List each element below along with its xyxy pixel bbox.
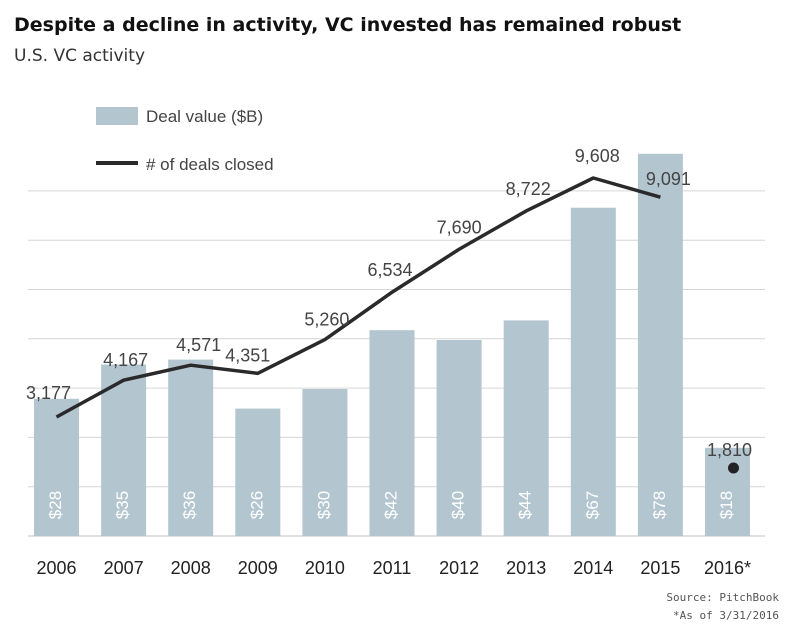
x-tick-label: 2012 xyxy=(439,558,479,578)
x-tick-label: 2010 xyxy=(305,558,345,578)
chart-subtitle: U.S. VC activity xyxy=(14,46,146,66)
bar-value-label: $35 xyxy=(113,491,132,519)
legend-bar-label: Deal value ($B) xyxy=(146,107,263,126)
deals-value-label: 4,571 xyxy=(176,335,221,355)
bar-value-label: $30 xyxy=(314,491,333,519)
deals-value-label: 4,167 xyxy=(103,350,148,370)
x-tick-label: 2013 xyxy=(506,558,546,578)
chart-title: Despite a decline in activity, VC invest… xyxy=(14,14,682,36)
deals-line xyxy=(55,176,661,419)
deals-value-label: 9,091 xyxy=(646,169,691,189)
x-tick-label: 2011 xyxy=(373,558,412,578)
bar xyxy=(503,320,549,536)
bar xyxy=(168,359,214,536)
x-tick-label: 2006 xyxy=(36,558,76,578)
deals-value-label: 7,690 xyxy=(437,217,482,237)
x-tick-label: 2007 xyxy=(104,558,144,578)
deals-value-label: 8,722 xyxy=(506,179,551,199)
x-tick-label: 2008 xyxy=(171,558,211,578)
x-tick-label: 2015 xyxy=(640,558,680,578)
bar xyxy=(436,340,482,536)
bar-value-label: $44 xyxy=(516,491,535,519)
bar-value-label: $78 xyxy=(650,491,669,519)
bar xyxy=(235,408,281,536)
bar-value-label: $18 xyxy=(717,491,736,519)
bar xyxy=(637,153,683,537)
legend-bar-swatch xyxy=(96,107,138,125)
bar xyxy=(34,398,79,536)
x-tick-label: 2014 xyxy=(573,558,613,578)
footnote: *As of 3/31/2016 xyxy=(673,609,779,622)
bar-value-label: $42 xyxy=(381,491,400,519)
bar xyxy=(705,447,750,536)
x-tick-label: 2009 xyxy=(238,558,278,578)
deals-value-label: 4,351 xyxy=(225,345,270,365)
deals-value-label: 5,260 xyxy=(304,310,349,330)
bar-value-label: $67 xyxy=(583,491,602,519)
deals-value-label: 9,608 xyxy=(575,146,620,166)
bar xyxy=(570,207,616,536)
deals-value-label: 6,534 xyxy=(367,260,412,280)
deals-value-label: 1,810 xyxy=(707,440,752,460)
source-note: Source: PitchBook xyxy=(666,591,779,604)
bar-value-label: $28 xyxy=(46,491,65,519)
x-tick-label: 2016* xyxy=(704,558,751,578)
bar-value-label: $40 xyxy=(449,491,468,519)
deals-point-2016 xyxy=(728,462,739,474)
bar-value-label: $26 xyxy=(247,491,266,519)
bar xyxy=(101,364,147,536)
deals-value-label: 3,177 xyxy=(26,383,71,403)
legend-line-label: # of deals closed xyxy=(146,155,274,174)
bar-value-label: $36 xyxy=(180,491,199,519)
bar xyxy=(369,330,415,536)
bar xyxy=(302,389,348,536)
